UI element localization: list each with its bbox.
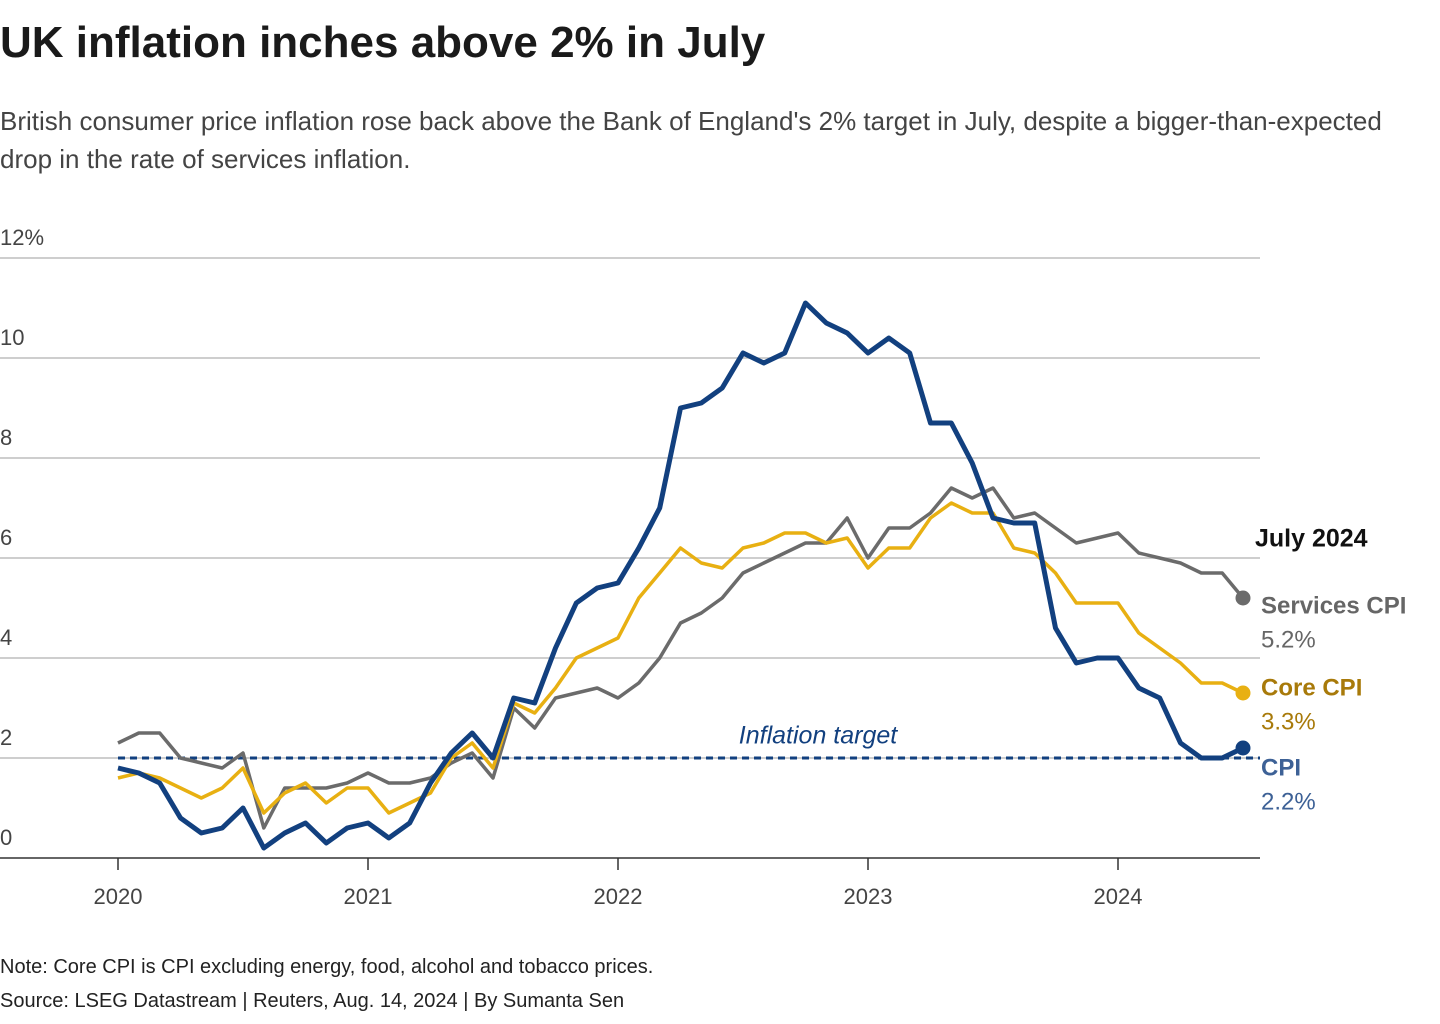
end-dot bbox=[1235, 740, 1251, 756]
y-tick-label: 2 bbox=[0, 725, 12, 750]
series-line bbox=[117, 501, 1244, 815]
x-tick-label: 2023 bbox=[844, 884, 893, 909]
legend-label: CPI bbox=[1261, 754, 1301, 781]
note: Note: Core CPI is CPI excluding energy, … bbox=[0, 956, 654, 978]
end-value-label: 3.3% bbox=[1261, 708, 1316, 735]
x-tick-label: 2022 bbox=[594, 884, 643, 909]
chart-subtitle: British consumer price inflation rose ba… bbox=[0, 106, 1382, 174]
reference-label: Inflation target bbox=[739, 722, 898, 750]
x-tick-label: 2020 bbox=[94, 884, 143, 909]
x-tick-label: 2024 bbox=[1094, 884, 1143, 909]
chart-title: UK inflation inches above 2% in July bbox=[0, 18, 766, 67]
y-tick-label: 6 bbox=[0, 525, 12, 550]
series-line bbox=[117, 300, 1245, 851]
source: Source: LSEG Datastream | Reuters, Aug. … bbox=[0, 990, 625, 1012]
legend-label: Services CPI bbox=[1261, 592, 1406, 619]
y-tick-label: 4 bbox=[0, 625, 12, 650]
legend-label: Core CPI bbox=[1261, 674, 1362, 701]
y-tick-label: 10 bbox=[0, 325, 24, 350]
end-annotation: July 2024 bbox=[1255, 525, 1368, 553]
y-tick-label: 0 bbox=[0, 825, 12, 850]
series-line bbox=[117, 486, 1245, 830]
end-dot bbox=[1235, 590, 1251, 606]
end-value-label: 2.2% bbox=[1261, 788, 1316, 815]
y-tick-label: 8 bbox=[0, 425, 12, 450]
y-tick-label: 12% bbox=[0, 225, 44, 250]
x-tick-label: 2021 bbox=[344, 884, 393, 909]
chart: 0 2 4 6 8 10 12% 2020 2021 2022 2023 2024 Inflation … bbox=[0, 225, 1406, 909]
end-value-label: 5.2% bbox=[1261, 626, 1316, 653]
end-dot bbox=[1235, 685, 1251, 701]
